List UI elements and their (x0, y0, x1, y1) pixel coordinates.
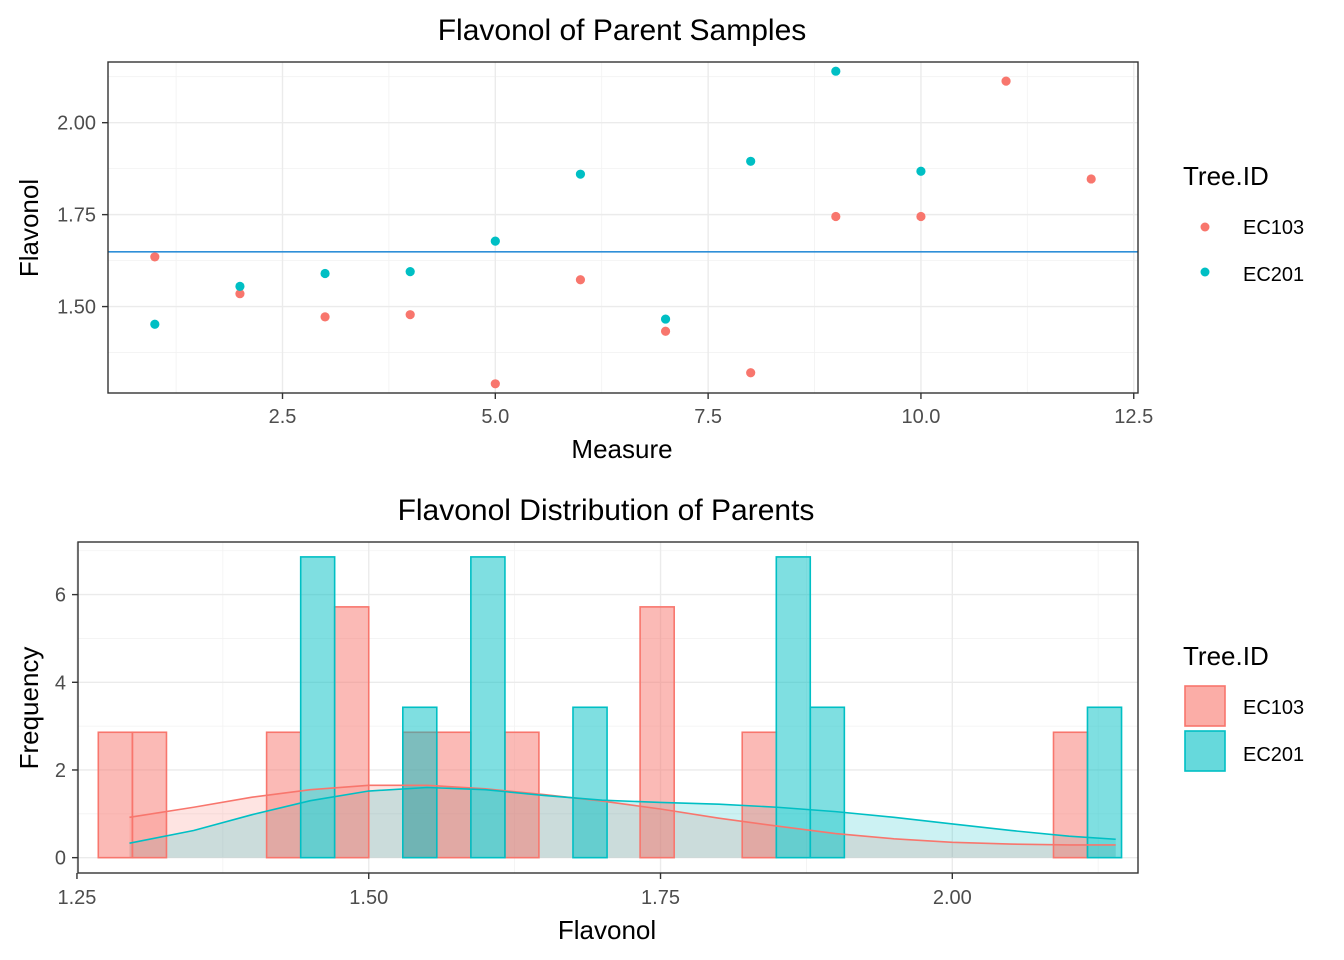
point-ec103 (1001, 76, 1011, 86)
histogram-panel-border (77, 541, 1139, 874)
scatter-panel-border (107, 61, 1139, 394)
bar-ec201 (470, 556, 506, 859)
bar-ec103 (1052, 731, 1089, 859)
y-tick-label: 4 (55, 672, 66, 694)
x-tick-label: 2.00 (933, 887, 972, 909)
bar-ec103 (333, 606, 370, 859)
point-ec103 (320, 312, 330, 322)
x-tick-label: 1.75 (641, 887, 680, 909)
histogram-legend: Tree.ID EC103 EC201 (1183, 641, 1304, 772)
scatter-y-axis-title: Flavonol (14, 179, 44, 277)
x-tick-label: 1.50 (349, 887, 388, 909)
bar-ec201 (809, 706, 846, 859)
point-ec103 (150, 252, 160, 262)
density-area-ec103 (129, 785, 1116, 858)
y-tick-label: 0 (55, 848, 66, 870)
point-ec103 (235, 289, 245, 299)
bar-ec201 (775, 556, 812, 859)
scatter-plot: Flavonol of Parent Samples 2.5 5.0 7.5 10.0… (14, 14, 1304, 464)
density-line-ec201 (129, 786, 1116, 844)
bar-ec103 (97, 731, 134, 859)
histogram-bars (97, 556, 1123, 859)
bar-ec201 (402, 706, 438, 859)
bar-ec201 (572, 706, 608, 859)
histogram-density-areas (129, 785, 1116, 858)
scatter-legend-label-ec201: EC201 (1243, 264, 1304, 286)
histogram-x-axis: 1.25 1.50 1.75 2.00 (57, 873, 972, 909)
histogram-legend-label-ec201: EC201 (1243, 744, 1304, 766)
point-ec103 (660, 326, 671, 336)
x-tick-label: 2.5 (269, 406, 297, 428)
scatter-grid (108, 62, 1138, 393)
bar-ec103 (741, 731, 778, 859)
scatter-points (150, 66, 1096, 389)
y-tick-label: 2 (55, 760, 66, 782)
point-ec201 (150, 319, 160, 329)
bar-ec201 (299, 556, 336, 859)
point-ec201 (320, 268, 330, 279)
bar-ec103 (639, 606, 675, 859)
point-ec201 (660, 314, 671, 324)
histogram-legend-label-ec103: EC103 (1243, 697, 1304, 719)
point-ec103 (490, 379, 500, 389)
x-tick-label: 10.0 (901, 406, 940, 428)
histogram-legend-key-ec103 (1184, 685, 1226, 727)
histogram-legend-key-ec201 (1184, 730, 1226, 772)
point-ec103 (575, 275, 586, 285)
scatter-legend-label-ec103: EC103 (1243, 217, 1304, 239)
scatter-legend-key-ec201 (1200, 267, 1210, 277)
x-tick-label: 12.5 (1114, 406, 1153, 428)
histogram-title: Flavonol Distribution of Parents (398, 494, 815, 527)
y-tick-label: 2.00 (57, 113, 96, 135)
histogram-plot: Flavonol Distribution of Parents 1.25 1.5… (14, 494, 1304, 945)
histogram-density-lines (129, 784, 1116, 846)
point-ec103 (1086, 174, 1096, 184)
y-tick-label: 6 (55, 585, 66, 607)
x-tick-label: 5.0 (481, 406, 509, 428)
scatter-x-axis: 2.5 5.0 7.5 10.0 12.5 (269, 393, 1153, 428)
scatter-legend-title: Tree.ID (1183, 161, 1269, 191)
y-tick-label: 1.50 (57, 297, 96, 319)
point-ec103 (746, 368, 756, 378)
point-ec201 (831, 66, 841, 76)
scatter-legend: Tree.ID EC103 EC201 (1183, 161, 1304, 286)
histogram-legend-title: Tree.ID (1183, 641, 1269, 671)
histogram-x-axis-title: Flavonol (558, 915, 656, 945)
x-tick-label: 7.5 (694, 406, 722, 428)
point-ec103 (916, 211, 926, 222)
point-ec201 (235, 281, 245, 291)
density-area-ec201 (129, 787, 1116, 858)
y-tick-label: 1.75 (57, 205, 96, 227)
point-ec201 (746, 156, 756, 166)
scatter-x-axis-title: Measure (571, 434, 672, 464)
point-ec201 (405, 267, 415, 277)
point-ec201 (575, 169, 586, 179)
scatter-legend-key-ec103 (1200, 222, 1210, 232)
histogram-y-axis-title: Frequency (14, 647, 44, 770)
bar-ec201 (1086, 706, 1123, 859)
point-ec201 (916, 166, 926, 176)
scatter-y-axis: 1.50 1.75 2.00 (57, 113, 108, 319)
bar-ec103 (435, 731, 472, 859)
density-line-ec103 (129, 784, 1116, 846)
scatter-title: Flavonol of Parent Samples (438, 14, 807, 47)
point-ec201 (490, 236, 500, 246)
point-ec103 (831, 211, 841, 222)
point-ec103 (405, 310, 415, 320)
histogram-y-axis: 0 2 4 6 (55, 585, 78, 870)
x-tick-label: 1.25 (57, 887, 96, 909)
